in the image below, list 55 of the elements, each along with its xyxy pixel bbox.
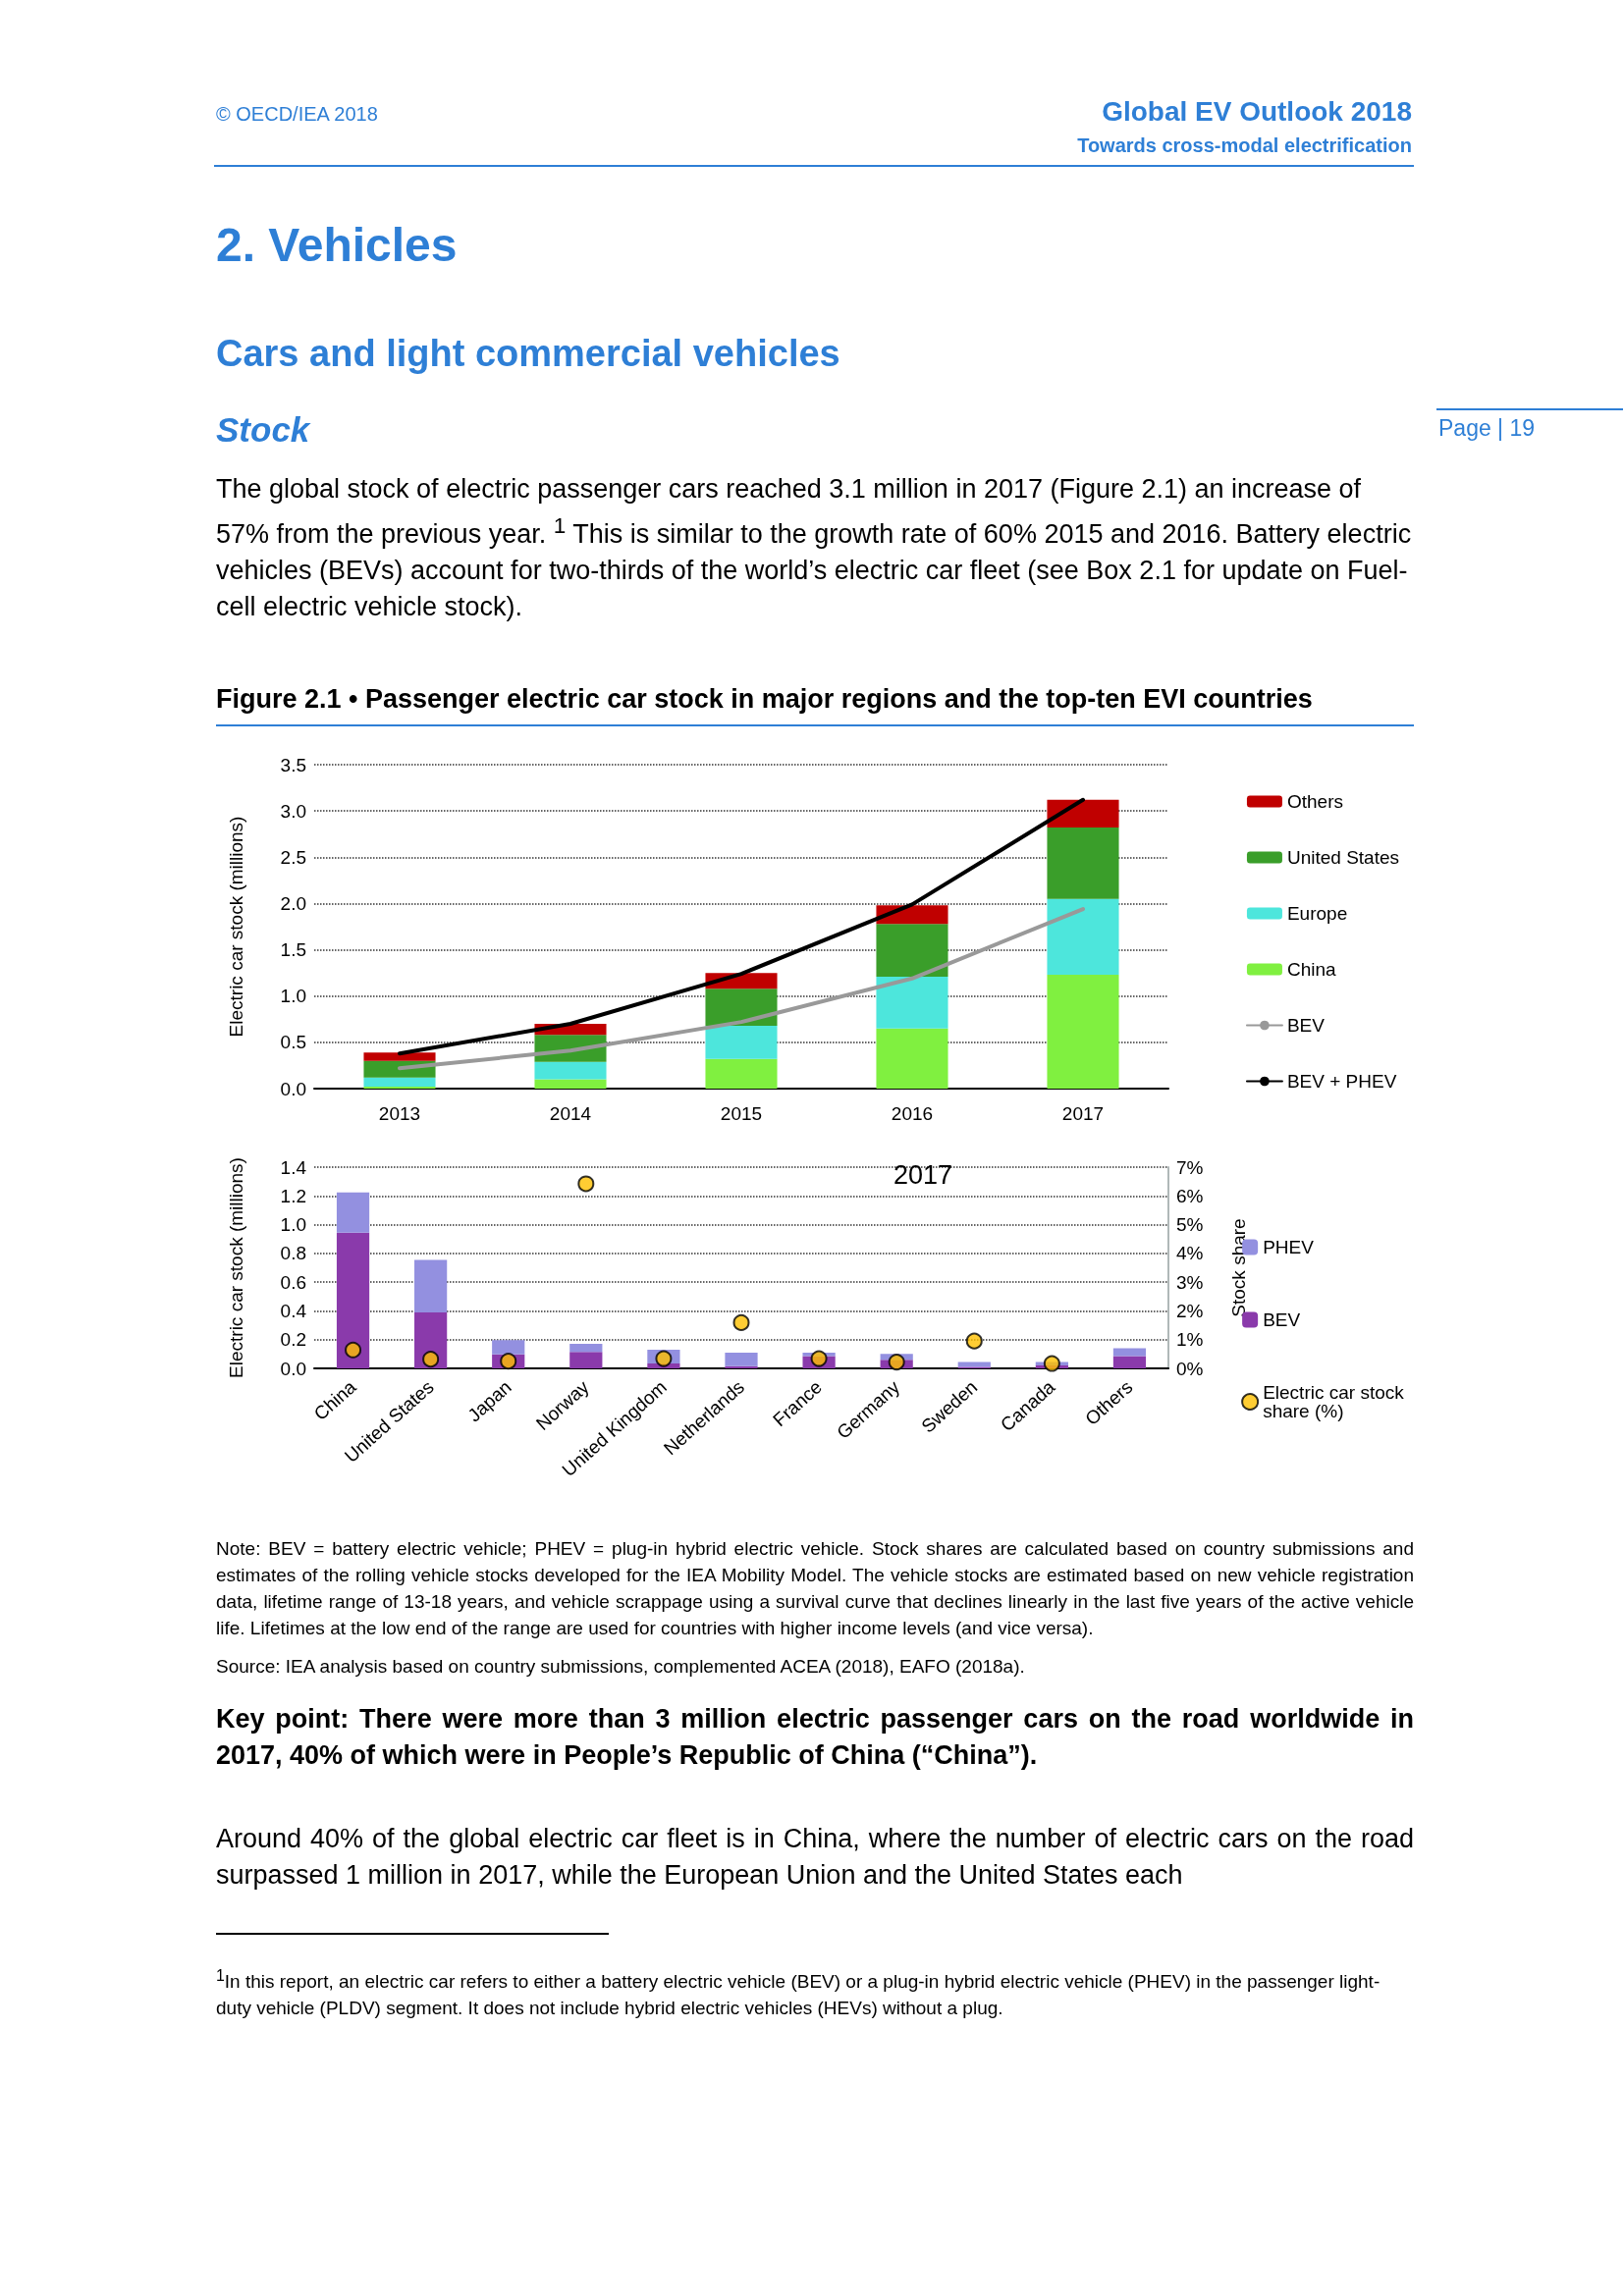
chart-title: 2017 (893, 1160, 953, 1191)
text: Cars and light commercial vehicles (216, 333, 841, 375)
x-tick-label: 2017 (1061, 1103, 1105, 1124)
legend-label: Others (1286, 791, 1343, 812)
legend-label: Europe (1286, 903, 1348, 924)
text: Stock (216, 410, 312, 450)
y-tick-label: 0.8 (280, 1243, 306, 1264)
y-tick-label: 1.0 (280, 986, 306, 1007)
y2-tick-label: 6% (1176, 1185, 1204, 1206)
text: Around 40% of the global electric car fleet is in China, where the number of electric cars on the road surpassed 1 million in 2017, while the European Union and the United States each (216, 1824, 1414, 1890)
y-tick-label: 1.0 (280, 1214, 306, 1236)
text: Global EV Outlook 2018 (1102, 96, 1412, 128)
y-tick-label: 0.0 (280, 1078, 306, 1099)
y-tick-label: 0.0 (280, 1358, 306, 1379)
text: Key point: There were more than 3 million electric passenger cars on the road worldwide in 2017, 40% of which were in People’s Republic of China (“China”). (216, 1704, 1414, 1770)
x-tick-label: 2015 (720, 1103, 763, 1124)
source-note: Source: IEA analysis based on country submissions, complemented ACEA (2018), EAFO (2018a). (216, 1656, 1025, 1677)
legend-label: Electric car stock share (%) (1263, 1382, 1410, 1421)
x-tick-label: 2016 (891, 1103, 934, 1124)
chart-title: Figure 2.1 • Passenger electric car stock in major regions and the top-ten EVI countries (216, 684, 1414, 726)
legend-label: China (1286, 959, 1337, 980)
y-tick-label: 0.6 (280, 1271, 306, 1293)
y-tick-label: 0.4 (280, 1300, 307, 1321)
text: 2. Vehicles (216, 218, 459, 272)
y-tick-label: 3.0 (280, 800, 306, 822)
legend-label: United States (1286, 847, 1400, 868)
y2-tick-label: 7% (1176, 1156, 1204, 1178)
text: Towards cross-modal electrification (1077, 134, 1412, 157)
y2-tick-label: 0% (1176, 1358, 1204, 1379)
y2-tick-label: 5% (1176, 1214, 1204, 1236)
legend-label: PHEV (1263, 1237, 1315, 1257)
text: Page | 19 (1438, 415, 1536, 442)
text: $^{1}$In this report, an electric car refers to either a battery electric vehicle (BEV) or a plug-in hybrid electric vehicle (PHEV) in the passenger light-duty vehicle (PLDV) segment. It does not include hybrid electric vehicles (HEVs) without a plug. (216, 1967, 1380, 2019)
text: The global stock of electric passenger cars reached 3.1 million in 2017 (Figure 2.1) an increase of 57% from the previous year. $^{1}$ This is similar to the growth rate of 60% 2015 and 2016. Battery electric vehicles (BEVs) account for two-thirds of the world’s electric car fleet (see Box 2.1 for update on Fuel-cell electric vehicle stock). (216, 473, 1413, 623)
y-tick-label: 2.5 (280, 846, 306, 868)
y2-tick-label: 3% (1176, 1271, 1204, 1293)
text: Note: BEV = battery electric vehicle; PHEV = plug-in hybrid electric vehicle. Stock shares are calculated based on country submissions and estimates of the rolling vehicle stocks developed for the IEA Mobility Model. The vehicle stocks are estimated based on new vehicle registration data, lifetime range of 13-18 years, and vehicle scrappage using a survival curve that declines linearly in the last five years of the active vehicle life. Lifetimes at the low end of the range are used for countries with higher income levels (and vice versa). (216, 1538, 1414, 1638)
y-tick-label: 1.5 (280, 939, 306, 961)
legend-label: BEV (1286, 1015, 1326, 1036)
legend-label: BEV (1263, 1309, 1301, 1330)
legend-label: BEV + PHEV (1286, 1071, 1397, 1092)
y-tick-label: 1.4 (280, 1156, 307, 1178)
y-tick-label: 1.2 (280, 1185, 306, 1206)
x-tick-label: 2013 (378, 1103, 421, 1124)
y-tick-label: 2.0 (280, 892, 306, 914)
y-tick-label: 3.5 (280, 754, 306, 775)
y-axis-title: Electric car stock (millions) (226, 816, 246, 1038)
y-tick-label: 0.2 (280, 1329, 306, 1351)
text: © OECD/IEA 2018 (216, 103, 378, 126)
x-tick-label: 2014 (549, 1103, 592, 1124)
y2-tick-label: 4% (1176, 1243, 1204, 1264)
y2-tick-label: 2% (1176, 1300, 1204, 1321)
y-tick-label: 0.5 (280, 1032, 306, 1053)
y-axis-title: Electric car stock (millions) (226, 1157, 246, 1378)
y2-tick-label: 1% (1176, 1329, 1204, 1351)
